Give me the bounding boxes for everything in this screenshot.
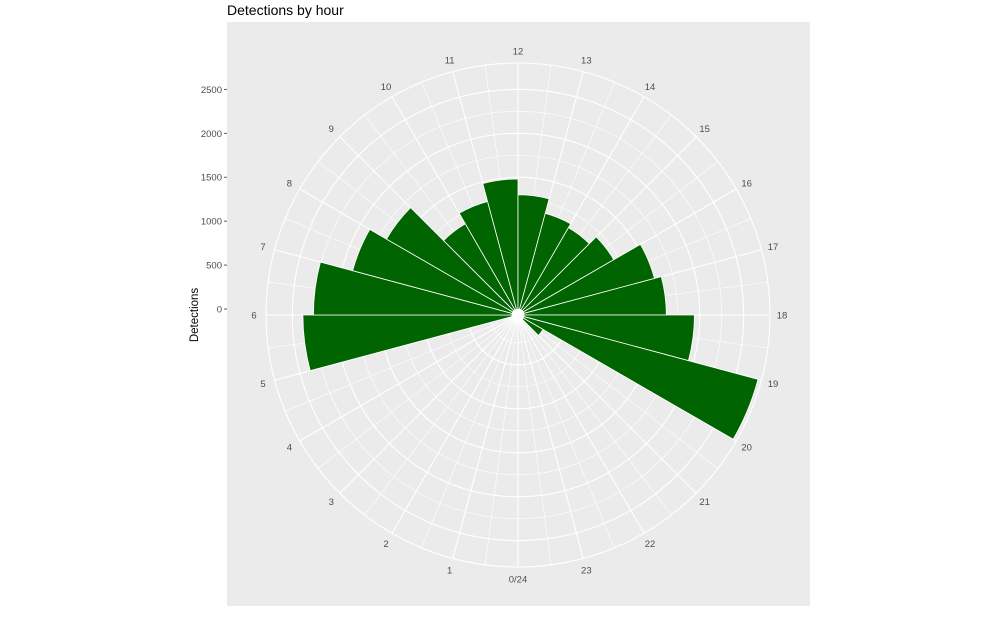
bar-hour-19 [522, 316, 759, 440]
hour-label-6: 6 [251, 311, 256, 322]
bar-hour-8 [385, 207, 515, 313]
hour-label-10: 10 [381, 82, 392, 93]
hour-label-15: 15 [699, 124, 710, 135]
chart-title: Detections by hour [227, 2, 344, 18]
minor-grid-spoke [517, 314, 552, 565]
y-tick-label: 1000 [201, 217, 222, 228]
hour-label-0: 0/24 [509, 575, 528, 586]
hour-label-7: 7 [260, 242, 265, 253]
minor-grid-spoke [517, 314, 672, 516]
minor-grid-spoke [317, 314, 519, 469]
y-axis-title: Detections [189, 288, 201, 343]
major-grid-spoke [452, 314, 519, 559]
minor-grid-spoke [517, 314, 615, 548]
hour-label-19: 19 [768, 379, 779, 390]
hour-label-9: 9 [329, 124, 334, 135]
hour-label-21: 21 [699, 497, 710, 508]
hour-label-12: 12 [513, 47, 524, 58]
bar-hour-12 [517, 194, 550, 310]
bar-hour-11 [482, 178, 519, 310]
major-grid-spoke [299, 314, 519, 442]
minor-grid-spoke [484, 314, 519, 565]
major-grid-spoke [517, 314, 584, 559]
hour-label-20: 20 [741, 443, 752, 454]
hour-label-16: 16 [741, 179, 752, 190]
hour-label-4: 4 [287, 443, 292, 454]
y-tick-label: 2000 [201, 129, 222, 140]
hour-label-11: 11 [445, 55, 455, 66]
hour-label-2: 2 [383, 539, 388, 550]
bar-hour-6 [313, 261, 513, 316]
hour-label-3: 3 [329, 497, 334, 508]
hour-label-8: 8 [287, 179, 292, 190]
hour-label-13: 13 [581, 55, 592, 66]
y-tick-label: 0 [217, 305, 222, 316]
y-tick-label: 1500 [201, 173, 222, 184]
hour-label-22: 22 [645, 539, 656, 550]
hour-label-1: 1 [447, 566, 452, 577]
hour-label-5: 5 [260, 379, 265, 390]
bar-hour-5 [302, 314, 513, 372]
major-grid-spoke [339, 314, 519, 494]
hour-labels: 0/24123456789101112131415161718192021222… [251, 47, 787, 586]
bar-hour-7 [352, 228, 514, 314]
bars [302, 178, 759, 440]
major-grid-spoke [517, 314, 697, 494]
hour-label-18: 18 [777, 311, 788, 322]
y-tick-label: 2500 [201, 85, 222, 96]
bar-hour-13 [519, 212, 572, 311]
y-axis: 0 500 1000 1500 2000 2500 [201, 85, 227, 316]
hour-label-17: 17 [768, 242, 779, 253]
hour-label-23: 23 [581, 566, 592, 577]
minor-grid-spoke [421, 314, 519, 548]
minor-grid-spoke [364, 314, 519, 516]
minor-grid-spoke [285, 314, 519, 412]
major-grid-spoke [517, 314, 645, 534]
bar-hour-20 [521, 317, 544, 336]
hour-label-14: 14 [645, 82, 656, 93]
major-grid-spoke [391, 314, 519, 534]
y-tick-label: 500 [206, 261, 222, 272]
minor-grid-spoke [517, 314, 719, 469]
